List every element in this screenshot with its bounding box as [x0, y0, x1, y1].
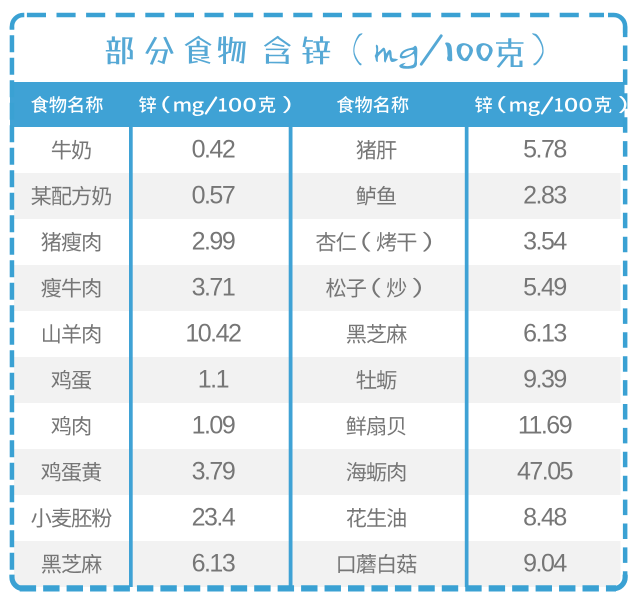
svg-text:1.1: 1.1 — [198, 365, 229, 393]
svg-text:11.69: 11.69 — [518, 411, 572, 439]
svg-text:23.4: 23.4 — [192, 503, 236, 531]
svg-text:2.83: 2.83 — [523, 181, 566, 209]
svg-text:2.99: 2.99 — [192, 227, 235, 255]
svg-text:47.05: 47.05 — [517, 457, 573, 485]
svg-text:9.39: 9.39 — [523, 365, 566, 393]
svg-text:1.09: 1.09 — [192, 411, 235, 439]
svg-text:3.79: 3.79 — [192, 457, 235, 485]
svg-text:3.71: 3.71 — [192, 273, 235, 301]
svg-text:0.57: 0.57 — [192, 181, 235, 209]
svg-text:9.04: 9.04 — [523, 549, 567, 577]
svg-text:3.54: 3.54 — [523, 227, 567, 255]
svg-text:6.13: 6.13 — [192, 549, 235, 577]
svg-text:0.42: 0.42 — [192, 135, 235, 163]
svg-text:6.13: 6.13 — [523, 319, 566, 347]
svg-text:8.48: 8.48 — [523, 503, 566, 531]
svg-text:10.42: 10.42 — [185, 319, 241, 347]
svg-text:5.78: 5.78 — [523, 135, 566, 163]
svg-text:5.49: 5.49 — [523, 273, 566, 301]
